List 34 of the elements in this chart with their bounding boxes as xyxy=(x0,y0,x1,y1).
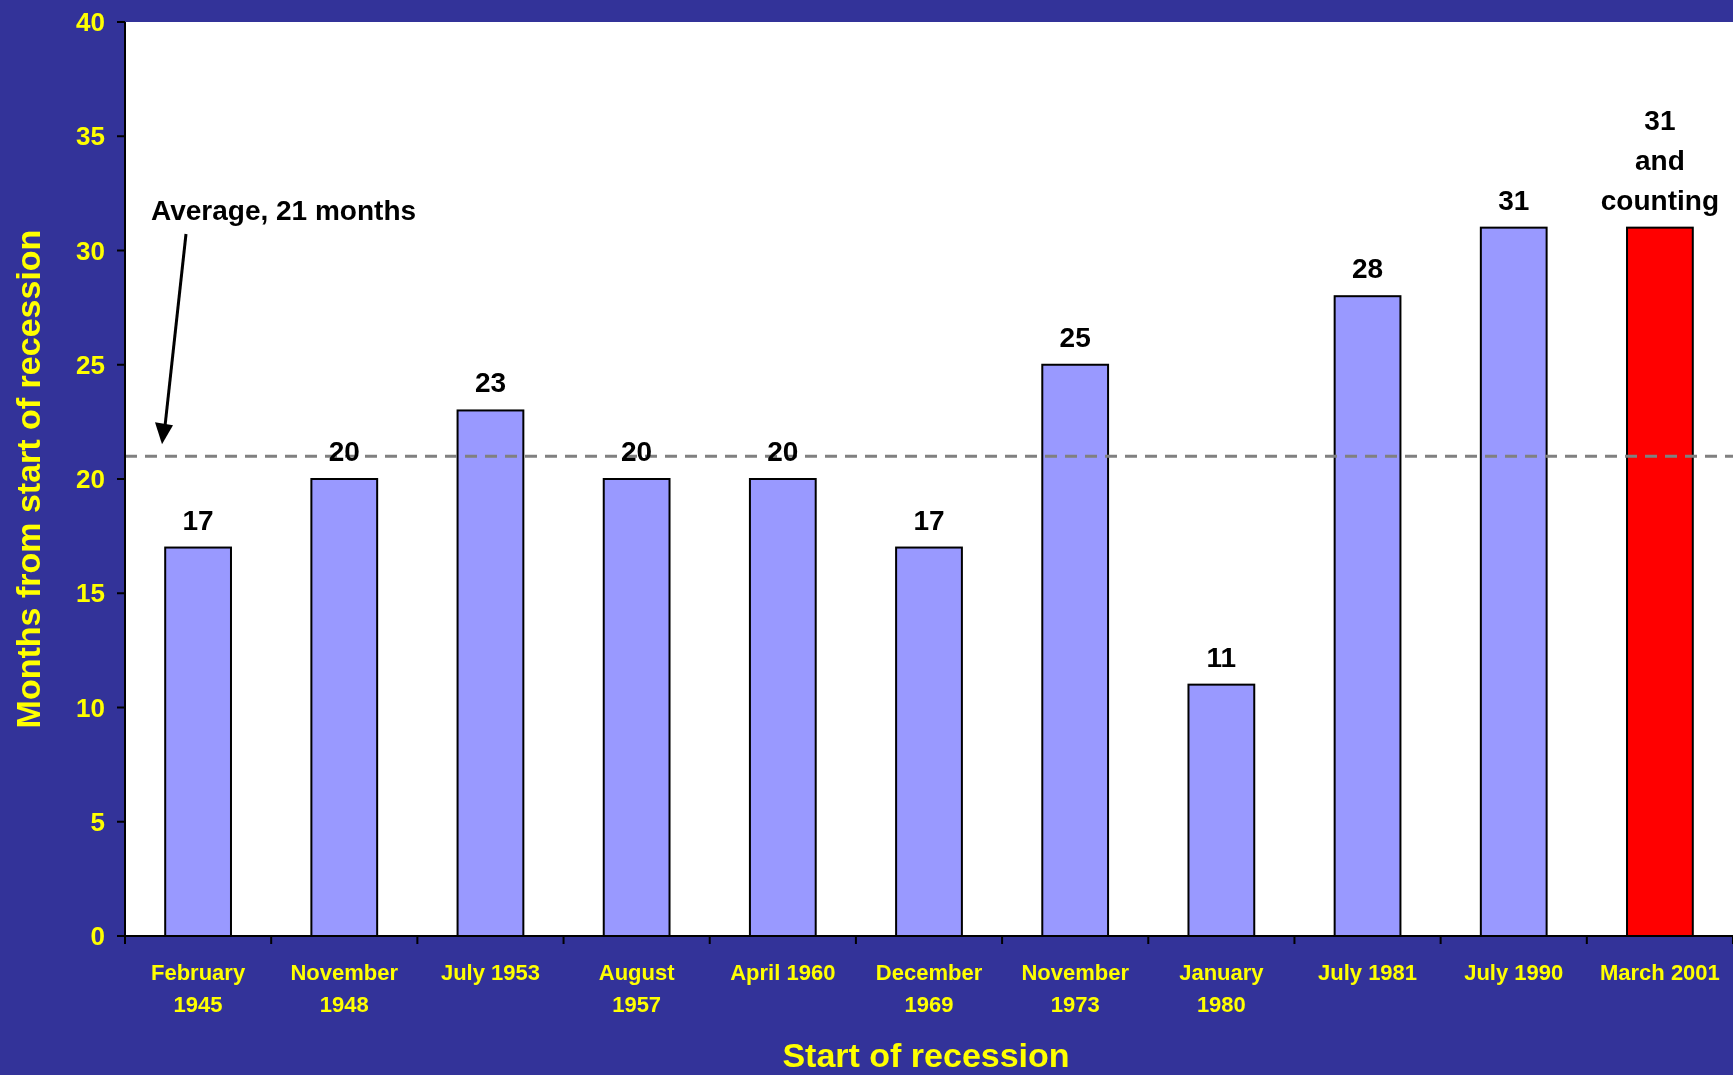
y-axis-title: Months from start of recession xyxy=(9,229,47,729)
data-label: 28 xyxy=(1351,253,1384,285)
x-tick-label: February 1945 xyxy=(151,960,246,1017)
y-tick-label: 5 xyxy=(90,806,105,837)
x-tick-label: March 2001 xyxy=(1599,960,1720,985)
y-tick-label: 15 xyxy=(76,578,105,609)
x-tick-label: July 1990 xyxy=(1464,960,1564,985)
y-tick-label: 25 xyxy=(76,349,105,380)
data-label: 20 xyxy=(621,436,653,467)
x-tick-label: April 1960 xyxy=(730,960,836,985)
data-label: 25 xyxy=(1059,321,1091,353)
data-label: 20 xyxy=(328,436,360,467)
y-tick-label: 10 xyxy=(76,692,105,723)
x-tick-label: November 1973 xyxy=(1021,960,1130,1017)
data-label: 17 xyxy=(913,504,945,536)
data-label: 20 xyxy=(767,436,799,467)
x-tick-label: July 1981 xyxy=(1318,960,1418,985)
x-tick-label: July 1953 xyxy=(440,960,540,985)
y-tick-label: 35 xyxy=(76,121,105,152)
data-label: 17 xyxy=(182,504,214,536)
x-tick-label: December 1969 xyxy=(875,960,983,1017)
data-label: 31 and counting xyxy=(1600,104,1720,216)
annotation: Average, 21 months xyxy=(151,195,417,226)
x-axis-title: Start of recession xyxy=(782,1036,1070,1074)
x-tick-label: November 1948 xyxy=(290,960,399,1017)
y-tick-label: 40 xyxy=(76,7,105,38)
data-label: 11 xyxy=(1206,641,1237,673)
data-label: 31 xyxy=(1498,184,1530,216)
x-tick-label: August 1957 xyxy=(598,960,676,1017)
data-label: 23 xyxy=(474,367,507,399)
y-tick-label: 0 xyxy=(90,921,105,952)
y-tick-label: 30 xyxy=(76,235,105,266)
y-tick-label: 20 xyxy=(76,464,105,495)
x-tick-label: January 1980 xyxy=(1179,960,1265,1017)
